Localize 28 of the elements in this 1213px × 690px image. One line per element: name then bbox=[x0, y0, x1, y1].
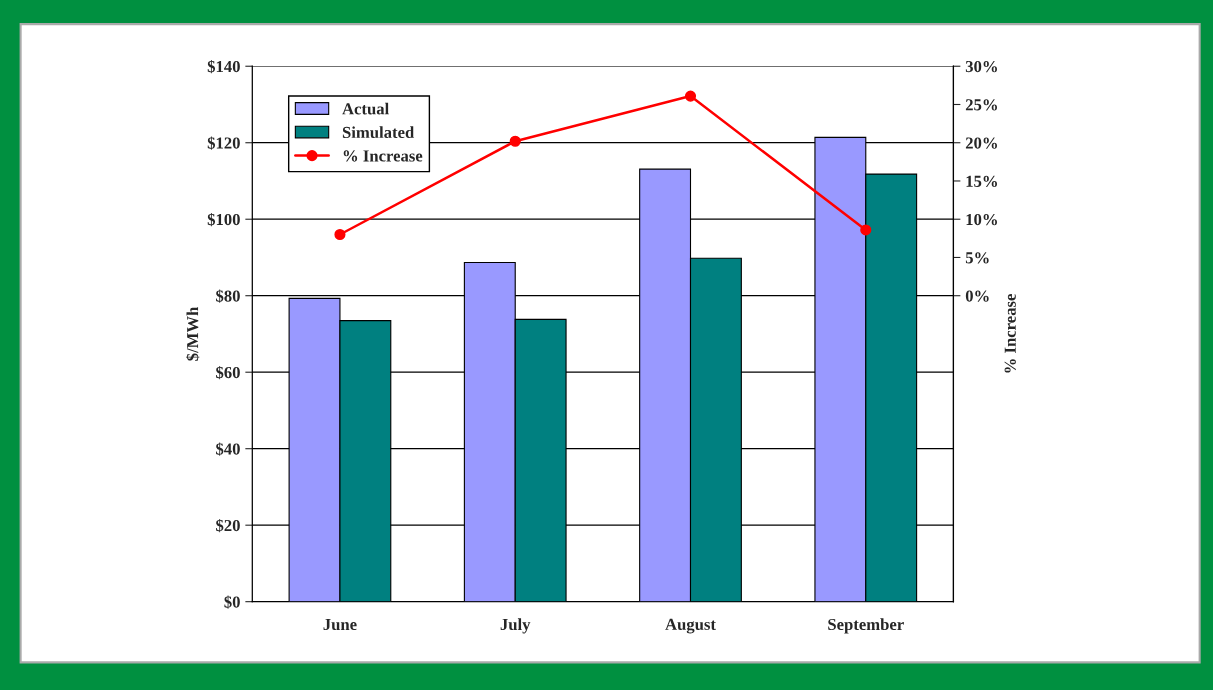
y2-axis-title: % Increase bbox=[1004, 294, 1016, 373]
y-tick-label: $60 bbox=[216, 365, 240, 380]
y2-tick-label: 10% bbox=[966, 213, 997, 226]
y-tick-label: $20 bbox=[216, 518, 240, 533]
y2-tick-label: 30% bbox=[965, 60, 997, 73]
y2-tick-label: 15% bbox=[966, 175, 997, 187]
legend-label: Simulated bbox=[342, 126, 415, 139]
point bbox=[860, 224, 872, 236]
x-tick-label: August bbox=[665, 618, 716, 634]
y-axis-title: $/MWh bbox=[185, 306, 200, 361]
y-tick-label: $120 bbox=[207, 136, 240, 150]
x-tick-label: June bbox=[323, 619, 357, 631]
legend-label: % Increase bbox=[343, 150, 423, 162]
y2-tick-label: 5% bbox=[965, 252, 989, 264]
y-tick-label: $40 bbox=[216, 442, 240, 456]
y-tick-label: $140 bbox=[207, 59, 240, 74]
x-tick-label: July bbox=[500, 618, 531, 634]
y2-tick-label: 25% bbox=[965, 99, 997, 111]
y2-tick-label: 20% bbox=[965, 137, 997, 149]
point bbox=[509, 135, 521, 147]
y-tick-label: $80 bbox=[216, 289, 240, 303]
y2-tick-label: 0% bbox=[965, 290, 989, 302]
y-tick-label: $100 bbox=[207, 212, 240, 227]
y-tick-label: $0 bbox=[224, 595, 240, 609]
point bbox=[684, 90, 697, 102]
point bbox=[334, 228, 346, 241]
x-tick-label: September bbox=[828, 618, 904, 634]
legend-label: Actual bbox=[342, 102, 389, 115]
